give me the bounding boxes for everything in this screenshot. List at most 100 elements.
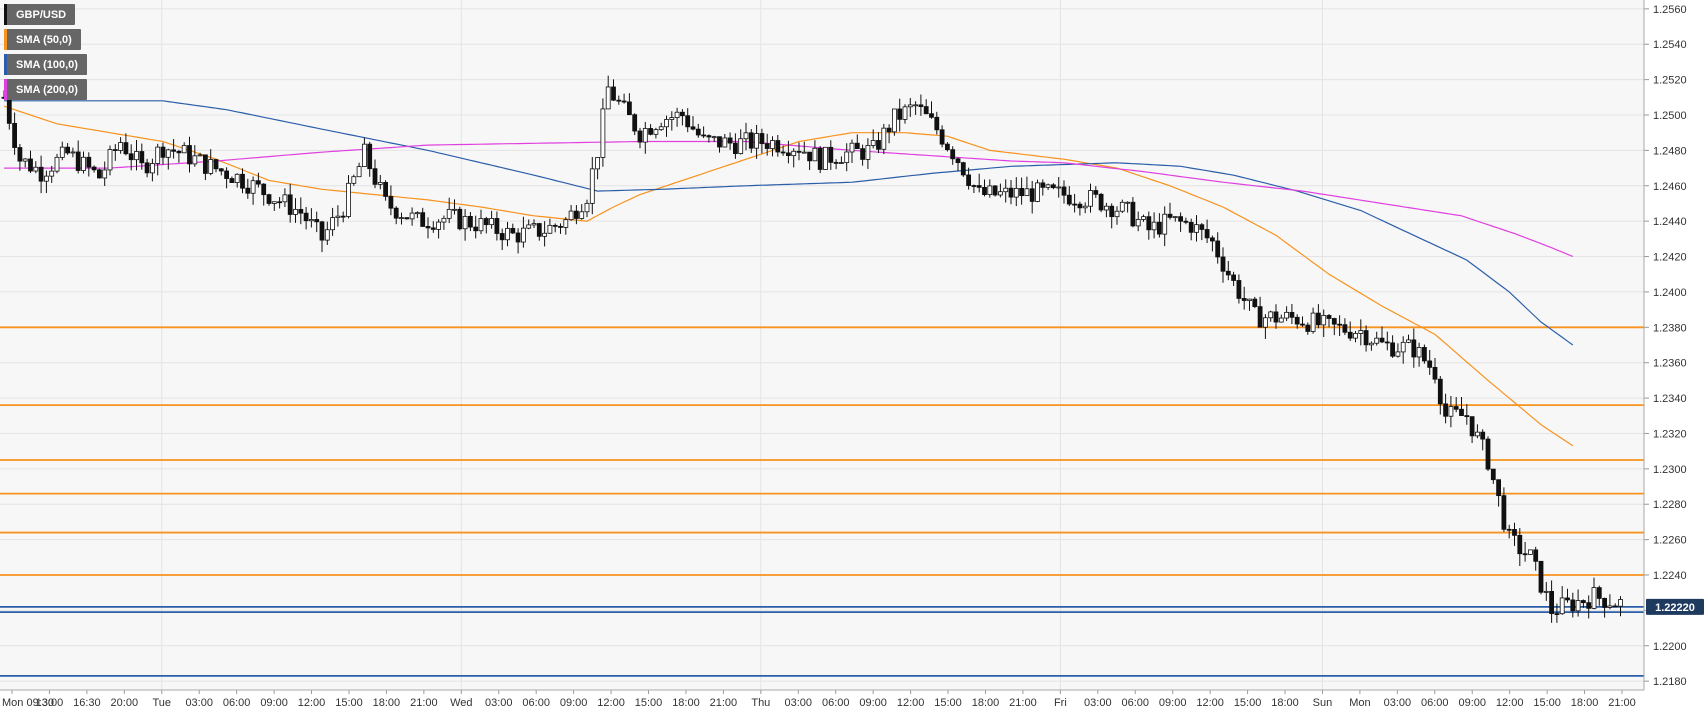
- candle-body: [1485, 438, 1491, 470]
- candle-body: [54, 156, 60, 172]
- legend-sma50-label: SMA (50,0): [16, 33, 72, 46]
- candle-body: [1533, 549, 1539, 562]
- x-tick-label: 09:00: [1159, 697, 1187, 709]
- candle-body: [690, 126, 696, 130]
- candlesticks: [1, 75, 1623, 623]
- candle-body: [998, 191, 1003, 196]
- sma100-line: [4, 100, 1574, 346]
- candle-body: [97, 169, 102, 179]
- candle-body: [1432, 366, 1438, 380]
- candle-body: [605, 86, 611, 110]
- candle-body: [738, 138, 744, 154]
- x-tick-label: 20:00: [111, 697, 139, 709]
- x-tick-label: 06:00: [223, 697, 251, 709]
- candle-body: [1437, 378, 1443, 405]
- candle-body: [1273, 311, 1279, 323]
- x-tick-label: 03:00: [785, 697, 813, 709]
- candle-body: [1294, 316, 1300, 325]
- x-tick-label: 03:00: [1384, 697, 1412, 709]
- candle-body: [361, 143, 367, 168]
- x-tick-label: Sun: [1313, 697, 1333, 709]
- candle-body: [807, 151, 812, 162]
- candle-body: [849, 142, 855, 153]
- legend-sma100-label: SMA (100,0): [16, 58, 78, 71]
- legend-symbol[interactable]: GBP/USD: [4, 4, 76, 25]
- candle-body: [240, 173, 245, 189]
- candle-body: [1093, 190, 1099, 195]
- candle-body: [627, 101, 632, 116]
- x-tick-label: 09:00: [560, 697, 588, 709]
- x-tick-label: 15:00: [1533, 697, 1561, 709]
- x-tick-label: 15:00: [335, 697, 363, 709]
- candle-body: [1013, 187, 1019, 198]
- legend-sma50[interactable]: SMA (50,0): [4, 29, 81, 50]
- candle-body: [1284, 311, 1289, 319]
- candle-body: [462, 215, 468, 230]
- y-tick-label: 1.2480: [1653, 145, 1687, 157]
- candle-body: [1517, 534, 1523, 555]
- x-tick-label: Wed: [450, 697, 472, 709]
- candle-body: [28, 158, 33, 172]
- candle-body: [1374, 337, 1380, 344]
- y-tick-label: 1.2180: [1653, 676, 1687, 688]
- candle-body: [255, 180, 261, 185]
- candle-body: [642, 128, 648, 143]
- candle-body: [49, 170, 55, 177]
- candle-body: [918, 104, 924, 107]
- candle-body: [224, 170, 230, 179]
- legend-sma100[interactable]: SMA (100,0): [4, 54, 87, 75]
- candle-body: [584, 202, 590, 213]
- candle-body: [939, 129, 945, 145]
- candle-body: [187, 145, 192, 165]
- candle-body: [966, 174, 971, 186]
- candle-body: [1559, 597, 1565, 615]
- candle-body: [86, 156, 92, 168]
- candle-body: [441, 217, 447, 223]
- candle-body: [1490, 468, 1496, 481]
- candle-body: [1538, 560, 1544, 593]
- y-tick-label: 1.2280: [1653, 499, 1687, 511]
- candle-body: [913, 104, 918, 107]
- candle-body: [897, 108, 903, 120]
- candle-body: [621, 100, 627, 103]
- candle-body: [1379, 337, 1385, 343]
- candle-body: [1554, 613, 1560, 615]
- candle-body: [1104, 205, 1109, 211]
- candle-body: [409, 212, 415, 220]
- y-tick-label: 1.2440: [1653, 216, 1687, 228]
- x-tick-label: 09:00: [859, 697, 887, 709]
- y-tick-label: 1.2200: [1653, 641, 1687, 653]
- candle-body: [1570, 599, 1576, 612]
- candle-body: [1040, 182, 1046, 188]
- candle-body: [261, 183, 267, 196]
- candle-body: [1607, 605, 1613, 608]
- legend-sma200[interactable]: SMA (200,0): [4, 79, 87, 100]
- candle-body: [706, 135, 712, 138]
- candle-body: [1098, 193, 1104, 211]
- y-tick-label: 1.2400: [1653, 287, 1687, 299]
- legend-sma50-swatch: [4, 29, 7, 50]
- x-tick-label: Thu: [751, 697, 770, 709]
- candle-body: [648, 128, 653, 135]
- candle-body: [1326, 315, 1332, 319]
- candle-body: [1157, 221, 1162, 235]
- candle-body: [860, 148, 865, 160]
- candle-body: [70, 151, 76, 154]
- candle-body: [1369, 342, 1374, 346]
- candle-body: [59, 146, 65, 158]
- candle-body: [536, 223, 542, 237]
- candle-body: [1464, 415, 1470, 418]
- candle-body: [1135, 219, 1141, 227]
- candle-body: [722, 137, 728, 148]
- candle-body: [266, 194, 272, 204]
- candle-body: [340, 215, 346, 218]
- x-tick-label: 12:00: [1496, 697, 1524, 709]
- candle-body: [1289, 311, 1295, 318]
- candle-body: [38, 166, 44, 182]
- candle-body: [611, 86, 616, 101]
- candle-body: [436, 221, 442, 230]
- candle-body: [44, 175, 49, 182]
- candle-body: [1008, 187, 1014, 198]
